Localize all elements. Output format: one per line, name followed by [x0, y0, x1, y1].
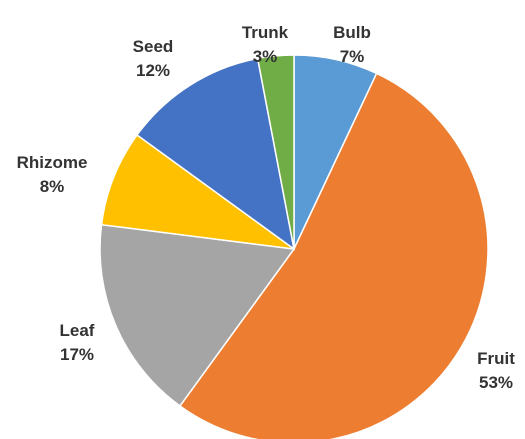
slice-value-rhizome: 8%: [40, 177, 65, 196]
slice-label-seed: Seed: [133, 37, 174, 56]
slice-label-fruit: Fruit: [477, 349, 515, 368]
pie-slice-fruit: [178, 72, 489, 439]
slice-value-leaf: 17%: [60, 345, 94, 364]
slice-value-fruit: 53%: [479, 373, 513, 392]
slice-label-bulb: Bulb: [333, 23, 371, 42]
pie-slice-trunk: [256, 54, 295, 250]
slice-label-leaf: Leaf: [60, 321, 95, 340]
slice-value-seed: 12%: [136, 61, 170, 80]
pie-slices: [99, 54, 489, 439]
slice-label-rhizome: Rhizome: [17, 153, 88, 172]
slice-label-trunk: Trunk: [242, 23, 289, 42]
slice-value-trunk: 3%: [253, 47, 278, 66]
pie-labels: Bulb 7% Fruit 53% Leaf 17% Rhizome 8% Seed 12% Tru…: [17, 23, 516, 392]
slice-value-bulb: 7%: [340, 47, 365, 66]
pie-slice-seed: [136, 57, 296, 251]
pie-slice-rhizome: [100, 133, 295, 250]
pie-slice-leaf: [99, 223, 296, 407]
